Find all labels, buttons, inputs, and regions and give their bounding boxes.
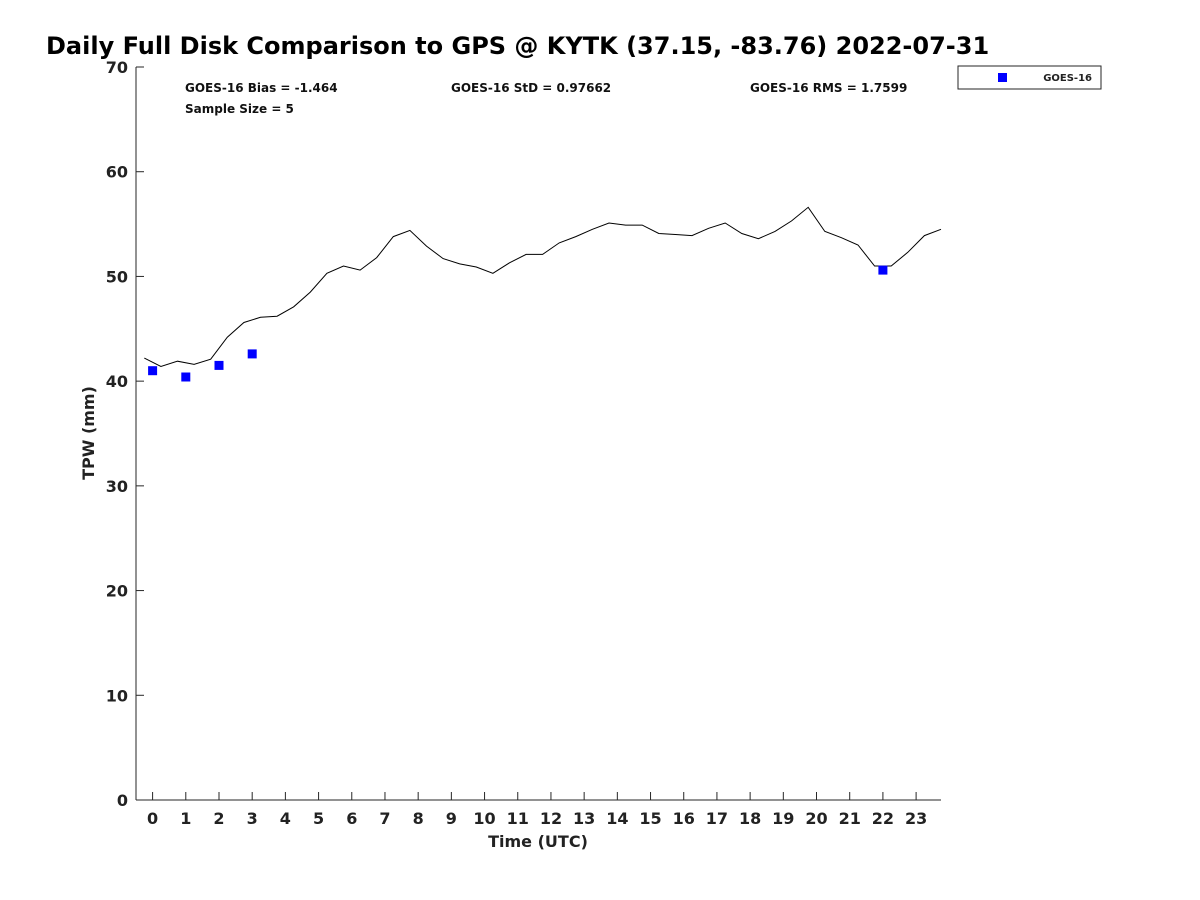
y-tick-label: 50: [106, 267, 128, 286]
x-tick-label: 3: [247, 809, 258, 828]
goes16-point: [214, 360, 224, 370]
x-tick-label: 13: [573, 809, 595, 828]
y-axis-label: TPW (mm): [79, 386, 98, 480]
goes16-point: [181, 372, 191, 382]
y-axis-ticks: 0 10 20 30 40 50 60 70: [106, 58, 144, 810]
x-tick-label: 9: [446, 809, 457, 828]
x-tick-label: 18: [739, 809, 761, 828]
stat-rms: GOES-16 RMS = 1.7599: [750, 81, 907, 95]
x-tick-label: 15: [639, 809, 661, 828]
gps-tpw-line: [144, 206, 942, 368]
stat-sample-size: Sample Size = 5: [185, 102, 294, 116]
x-tick-label: 17: [706, 809, 728, 828]
x-axis-ticks: 0 1 2 3 4 5 6 7 8 9 10 11 12 13 14 15 16 17 18 19 20 21 22 23: [147, 792, 927, 828]
x-tick-label: 8: [413, 809, 424, 828]
x-tick-label: 22: [872, 809, 894, 828]
x-tick-label: 0: [147, 809, 158, 828]
goes16-points: [148, 265, 888, 382]
x-tick-label: 7: [379, 809, 390, 828]
chart-title: Daily Full Disk Comparison to GPS @ KYTK…: [46, 32, 989, 60]
legend: GOES-16: [957, 65, 1102, 90]
x-tick-label: 5: [313, 809, 324, 828]
goes16-point: [247, 349, 257, 359]
x-tick-label: 6: [346, 809, 357, 828]
legend-label-goes16: GOES-16: [1043, 73, 1092, 84]
x-tick-label: 14: [606, 809, 628, 828]
x-tick-label: 10: [473, 809, 495, 828]
x-tick-label: 23: [905, 809, 927, 828]
x-tick-label: 11: [507, 809, 529, 828]
y-tick-label: 20: [106, 582, 128, 601]
goes16-point: [878, 265, 888, 275]
x-tick-label: 16: [673, 809, 695, 828]
x-tick-label: 19: [772, 809, 794, 828]
x-tick-label: 21: [839, 809, 861, 828]
legend-marker-goes16: [998, 73, 1007, 82]
stat-bias: GOES-16 Bias = -1.464: [185, 81, 338, 95]
x-tick-label: 12: [540, 809, 562, 828]
stat-std: GOES-16 StD = 0.97662: [451, 81, 611, 95]
y-tick-label: 40: [106, 372, 128, 391]
y-tick-label: 30: [106, 477, 128, 496]
x-tick-label: 2: [213, 809, 224, 828]
plot-area: [136, 67, 941, 800]
y-tick-label: 60: [106, 163, 128, 182]
y-tick-label: 70: [106, 58, 128, 77]
y-tick-label: 0: [117, 791, 128, 810]
x-tick-label: 4: [280, 809, 291, 828]
x-tick-label: 20: [805, 809, 827, 828]
x-tick-label: 1: [180, 809, 191, 828]
legend-box: [957, 65, 1102, 90]
goes16-point: [148, 366, 158, 376]
x-axis-label: Time (UTC): [488, 832, 588, 851]
y-tick-label: 10: [106, 686, 128, 705]
